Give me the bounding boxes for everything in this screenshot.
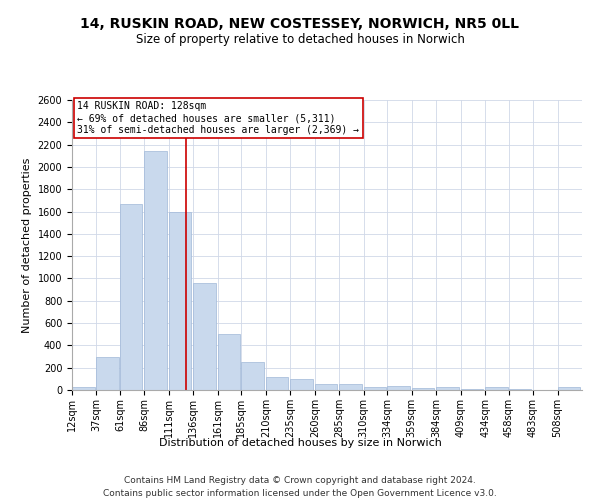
Bar: [193, 283, 216, 390]
Bar: [169, 212, 191, 390]
Text: Size of property relative to detached houses in Norwich: Size of property relative to detached ho…: [136, 32, 464, 46]
Bar: [72, 387, 95, 390]
Bar: [145, 152, 167, 390]
Bar: [436, 386, 458, 390]
Text: Distribution of detached houses by size in Norwich: Distribution of detached houses by size …: [158, 438, 442, 448]
Bar: [387, 386, 410, 390]
Bar: [412, 388, 434, 390]
Bar: [290, 379, 313, 390]
Text: Contains HM Land Registry data © Crown copyright and database right 2024.
Contai: Contains HM Land Registry data © Crown c…: [103, 476, 497, 498]
Bar: [97, 356, 119, 390]
Bar: [241, 362, 264, 390]
Bar: [339, 384, 362, 390]
Bar: [485, 387, 508, 390]
Bar: [120, 204, 142, 390]
Text: 14 RUSKIN ROAD: 128sqm
← 69% of detached houses are smaller (5,311)
31% of semi-: 14 RUSKIN ROAD: 128sqm ← 69% of detached…: [77, 102, 359, 134]
Bar: [315, 384, 337, 390]
Bar: [461, 389, 483, 390]
Text: 14, RUSKIN ROAD, NEW COSTESSEY, NORWICH, NR5 0LL: 14, RUSKIN ROAD, NEW COSTESSEY, NORWICH,…: [80, 18, 520, 32]
Bar: [218, 334, 241, 390]
Y-axis label: Number of detached properties: Number of detached properties: [22, 158, 32, 332]
Bar: [557, 387, 580, 390]
Bar: [266, 376, 289, 390]
Bar: [364, 386, 386, 390]
